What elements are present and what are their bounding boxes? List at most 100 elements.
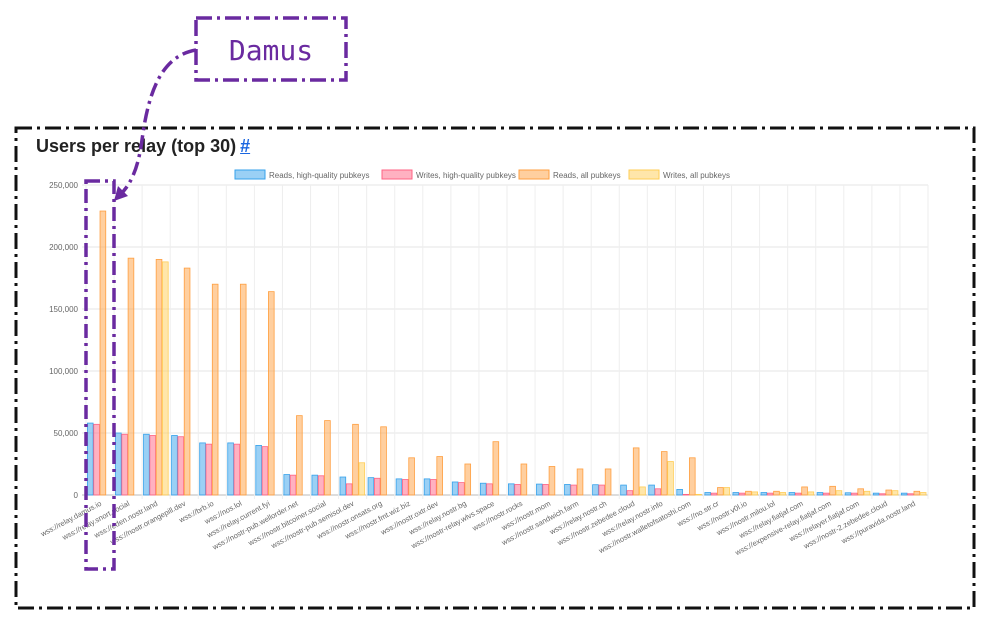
bar-writes-hq[interactable] bbox=[710, 492, 718, 496]
bar-reads-all[interactable] bbox=[885, 489, 893, 496]
bar-reads-hq[interactable] bbox=[760, 492, 768, 496]
bar-writes-hq[interactable] bbox=[598, 484, 606, 496]
bar-reads-hq[interactable] bbox=[564, 484, 571, 496]
bar-writes-hq[interactable] bbox=[766, 492, 774, 496]
bar-writes-hq[interactable] bbox=[317, 475, 325, 496]
bar-reads-hq[interactable] bbox=[227, 442, 234, 496]
bar-writes-hq[interactable] bbox=[177, 436, 185, 496]
bar-reads-hq[interactable] bbox=[536, 483, 543, 496]
bar-writes-all[interactable] bbox=[919, 492, 927, 496]
bar-reads-all[interactable] bbox=[913, 490, 921, 496]
bar-reads-hq[interactable] bbox=[592, 484, 599, 496]
bar-reads-all[interactable] bbox=[576, 468, 584, 496]
bar-reads-hq[interactable] bbox=[283, 474, 290, 496]
bar-reads-all[interactable] bbox=[436, 456, 443, 496]
bar-reads-all[interactable] bbox=[520, 463, 528, 496]
legend-item[interactable]: Reads, high-quality pubkeys bbox=[234, 169, 370, 180]
bar-reads-hq[interactable] bbox=[143, 433, 150, 496]
bar-writes-all[interactable] bbox=[358, 462, 366, 496]
bar-writes-all[interactable] bbox=[723, 487, 730, 496]
bar-reads-all[interactable] bbox=[857, 488, 864, 496]
bar-reads-hq[interactable] bbox=[395, 478, 403, 496]
bar-writes-hq[interactable] bbox=[879, 493, 886, 496]
bar-writes-hq[interactable] bbox=[570, 484, 577, 496]
bar-writes-hq[interactable] bbox=[823, 492, 830, 496]
legend-item[interactable]: Writes, high-quality pubkeys bbox=[381, 169, 516, 180]
bar-writes-all[interactable] bbox=[751, 491, 759, 496]
bar-reads-hq[interactable] bbox=[451, 481, 459, 496]
bar-writes-hq[interactable] bbox=[514, 484, 521, 496]
bar-writes-hq[interactable] bbox=[542, 484, 549, 496]
bar-reads-all[interactable] bbox=[773, 490, 780, 496]
bar-writes-hq[interactable] bbox=[345, 483, 353, 496]
bar-reads-all[interactable] bbox=[829, 485, 836, 496]
bar-reads-all[interactable] bbox=[745, 490, 752, 496]
title-anchor-link[interactable]: # bbox=[240, 136, 251, 156]
bar-reads-hq[interactable] bbox=[367, 477, 375, 496]
bar-writes-hq[interactable] bbox=[289, 474, 297, 496]
bar-reads-all[interactable] bbox=[268, 291, 275, 496]
bar-writes-hq[interactable] bbox=[907, 493, 914, 496]
bar-writes-hq[interactable] bbox=[654, 488, 662, 496]
bar-reads-all[interactable] bbox=[689, 457, 696, 496]
bar-reads-hq[interactable] bbox=[311, 474, 319, 496]
bar-reads-hq[interactable] bbox=[620, 484, 627, 496]
bar-reads-all[interactable] bbox=[492, 441, 500, 496]
bar-reads-hq[interactable] bbox=[844, 492, 852, 496]
bar-reads-all[interactable] bbox=[660, 451, 668, 496]
bar-writes-all[interactable] bbox=[835, 490, 843, 496]
bar-writes-all[interactable] bbox=[667, 461, 674, 496]
bar-writes-hq[interactable] bbox=[402, 479, 409, 496]
bar-reads-all[interactable] bbox=[717, 487, 724, 496]
bar-writes-hq[interactable] bbox=[149, 435, 156, 496]
bar-reads-all[interactable] bbox=[324, 420, 331, 496]
bar-reads-hq[interactable] bbox=[479, 482, 487, 496]
bar-writes-hq[interactable] bbox=[93, 423, 100, 496]
bar-reads-all[interactable] bbox=[548, 466, 556, 496]
bar-reads-hq[interactable] bbox=[704, 492, 711, 496]
bar-writes-hq[interactable] bbox=[458, 482, 465, 496]
bar-reads-hq[interactable] bbox=[423, 478, 431, 496]
bar-reads-all[interactable] bbox=[464, 463, 472, 496]
bar-reads-all[interactable] bbox=[99, 210, 107, 496]
legend-item[interactable]: Reads, all pubkeys bbox=[518, 169, 621, 180]
bar-writes-hq[interactable] bbox=[261, 446, 269, 496]
bar-reads-all[interactable] bbox=[632, 447, 640, 496]
bar-reads-all[interactable] bbox=[183, 267, 191, 496]
bar-writes-all[interactable] bbox=[779, 492, 787, 496]
bar-reads-all[interactable] bbox=[408, 457, 415, 496]
bar-reads-hq[interactable] bbox=[648, 484, 655, 496]
bar-reads-all[interactable] bbox=[604, 468, 612, 496]
bar-reads-all[interactable] bbox=[380, 426, 387, 496]
bar-reads-all[interactable] bbox=[127, 257, 135, 496]
bar-writes-hq[interactable] bbox=[373, 477, 381, 496]
bar-writes-hq[interactable] bbox=[794, 492, 802, 496]
legend-item[interactable]: Writes, all pubkeys bbox=[628, 169, 730, 180]
bar-reads-hq[interactable] bbox=[676, 489, 683, 496]
bar-reads-hq[interactable] bbox=[171, 435, 178, 496]
legend[interactable]: Reads, high-quality pubkeys Writes, high-… bbox=[234, 169, 730, 180]
bar-writes-all[interactable] bbox=[639, 486, 646, 496]
bar-reads-all[interactable] bbox=[211, 283, 219, 496]
bar-reads-hq[interactable] bbox=[872, 492, 880, 496]
bar-writes-hq[interactable] bbox=[851, 492, 858, 496]
bar-writes-all[interactable] bbox=[863, 490, 871, 496]
bar-reads-hq[interactable] bbox=[816, 492, 824, 496]
bar-reads-all[interactable] bbox=[296, 415, 303, 496]
bar-reads-hq[interactable] bbox=[732, 492, 740, 496]
bar-reads-hq[interactable] bbox=[788, 492, 796, 496]
bar-writes-hq[interactable] bbox=[205, 443, 213, 496]
bar-writes-hq[interactable] bbox=[233, 443, 241, 496]
bar-reads-hq[interactable] bbox=[199, 442, 206, 496]
bar-writes-hq[interactable] bbox=[682, 493, 690, 496]
bar-writes-all[interactable] bbox=[162, 261, 169, 496]
bar-reads-all[interactable] bbox=[352, 423, 359, 496]
bar-reads-hq[interactable] bbox=[339, 476, 347, 496]
bar-writes-all[interactable] bbox=[807, 491, 815, 496]
bar-writes-all[interactable] bbox=[891, 490, 899, 496]
bar-reads-all[interactable] bbox=[239, 283, 247, 496]
bar-writes-hq[interactable] bbox=[121, 433, 128, 496]
bar-reads-all[interactable] bbox=[155, 258, 163, 496]
bar-writes-hq[interactable] bbox=[430, 479, 437, 496]
bar-writes-hq[interactable] bbox=[486, 483, 493, 496]
